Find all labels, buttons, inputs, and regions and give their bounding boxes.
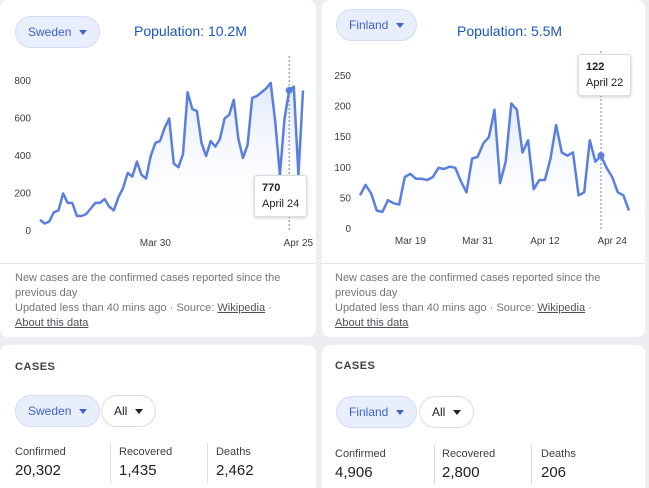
y-tick-label: 400 <box>14 151 31 162</box>
country-selector-sweden[interactable]: Sweden <box>15 395 101 427</box>
hover-point <box>285 86 293 94</box>
country-selector-label: Sweden <box>28 404 72 418</box>
y-tick-label: 0 <box>25 226 31 237</box>
update-info: Updated less than 40 mins ago · Source: … <box>335 302 592 314</box>
chevron-down-icon <box>79 408 88 414</box>
stat-value: 20,302 <box>15 462 61 479</box>
note-line-1: New cases are the confirmed cases report… <box>15 272 281 284</box>
chart-card-sweden: Sweden Population: 10.2M 0 200 400 600 800 Ma… <box>0 0 316 337</box>
stat-value: 2,462 <box>216 462 254 479</box>
stat-value: 1,435 <box>119 462 157 479</box>
source-label: Source: <box>496 302 535 314</box>
about-data-link[interactable]: About this data <box>15 317 89 329</box>
updated-text: Updated less than 40 mins ago <box>335 302 487 314</box>
population-label: Population: 10.2M <box>134 23 247 39</box>
y-tick-label: 200 <box>14 189 31 200</box>
chart-note: New cases are the confirmed cases report… <box>15 271 305 331</box>
x-tick-label: Apr 24 <box>597 236 627 247</box>
updated-text: Updated less than 40 mins ago <box>15 302 167 314</box>
chart-card-finland: Finland Population: 5.5M 0 50 100 150 200 250… <box>322 0 645 337</box>
new-cases-chart-finland[interactable]: 0 50 100 150 200 250 Mar 19 Mar 31 Apr 12 Apr 24 <box>322 0 645 260</box>
x-tick-label: Mar 30 <box>140 238 172 249</box>
tooltip-value: 770 <box>262 182 281 194</box>
series-line <box>39 81 305 225</box>
series-line <box>358 102 631 214</box>
series-area <box>40 82 303 232</box>
series-area <box>360 103 629 229</box>
cases-card-finland: CASES Finland All Confirmed 4,906 Recove… <box>322 345 645 488</box>
source-link[interactable]: Wikipedia <box>537 302 586 314</box>
chart-note: New cases are the confirmed cases report… <box>335 271 635 331</box>
y-tick-label: 200 <box>334 102 351 113</box>
y-tick-label: 0 <box>345 224 351 235</box>
x-tick-label: Mar 19 <box>395 236 427 247</box>
stat-label: Recovered <box>442 448 496 460</box>
hover-point <box>597 152 605 160</box>
y-tick-label: 100 <box>334 163 351 174</box>
stat-label: Confirmed <box>335 448 386 460</box>
y-tick-label: 250 <box>334 71 351 82</box>
chevron-down-icon <box>79 29 88 35</box>
source-label: Source: <box>176 302 215 314</box>
country-selector-label: Finland <box>349 18 389 32</box>
divider <box>531 445 532 485</box>
confirmed-stat: Confirmed 20,302 <box>15 446 66 479</box>
recovered-stat: Recovered 2,800 <box>442 448 495 481</box>
filter-dropdown[interactable]: All <box>419 396 475 428</box>
country-selector-finland[interactable]: Finland <box>336 9 418 41</box>
filter-label: All <box>432 405 446 419</box>
stat-value: 4,906 <box>335 464 373 481</box>
tooltip-date: April 24 <box>262 198 300 210</box>
note-line-1: New cases are the confirmed cases report… <box>335 272 601 284</box>
note-line-2: previous day <box>335 287 398 299</box>
cases-title: CASES <box>15 361 56 373</box>
y-tick-label: 50 <box>340 193 352 204</box>
chevron-down-icon <box>453 409 462 415</box>
stat-label: Confirmed <box>15 446 66 458</box>
divider <box>0 263 316 264</box>
chart-tooltip: 122 April 22 <box>578 54 632 96</box>
chart-tooltip: 770 April 24 <box>254 175 308 217</box>
stat-label: Recovered <box>119 446 173 458</box>
divider <box>207 443 208 483</box>
cases-card-sweden: CASES Sweden All Confirmed 20,302 Recove… <box>0 345 316 488</box>
y-tick-label: 800 <box>14 76 31 87</box>
confirmed-stat: Confirmed 4,906 <box>335 448 386 481</box>
divider <box>434 445 435 485</box>
y-tick-label: 150 <box>334 132 351 143</box>
country-selector-label: Finland <box>349 405 389 419</box>
deaths-stat: Deaths 2,462 <box>216 446 254 479</box>
stat-value: 206 <box>541 464 567 481</box>
deaths-stat: Deaths 206 <box>541 448 576 481</box>
new-cases-chart-sweden[interactable]: 0 200 400 600 800 Mar 30 Apr 25 <box>0 0 316 260</box>
stat-label: Deaths <box>216 446 251 458</box>
note-line-2: previous day <box>15 287 78 299</box>
filter-dropdown[interactable]: All <box>101 395 157 427</box>
update-info: Updated less than 40 mins ago · Source: … <box>15 302 272 314</box>
recovered-stat: Recovered 1,435 <box>119 446 172 479</box>
source-link[interactable]: Wikipedia <box>217 302 266 314</box>
divider <box>110 443 111 483</box>
y-tick-label: 600 <box>14 114 31 125</box>
stat-value: 2,800 <box>442 464 480 481</box>
x-tick-label: Mar 31 <box>462 236 494 247</box>
x-tick-label: Apr 25 <box>284 238 314 249</box>
country-selector-label: Sweden <box>28 25 72 39</box>
country-selector-sweden[interactable]: Sweden <box>15 16 101 48</box>
stat-label: Deaths <box>541 448 576 460</box>
population-label: Population: 5.5M <box>457 23 563 39</box>
tooltip-value: 122 <box>586 61 605 73</box>
country-selector-finland[interactable]: Finland <box>336 396 418 428</box>
chevron-down-icon <box>396 409 405 415</box>
chevron-down-icon <box>396 22 405 28</box>
about-data-link[interactable]: About this data <box>335 317 409 329</box>
tooltip-date: April 22 <box>586 77 624 89</box>
divider <box>322 263 645 264</box>
cases-title: CASES <box>335 360 376 372</box>
x-tick-label: Apr 12 <box>530 236 560 247</box>
filter-label: All <box>114 404 128 418</box>
chevron-down-icon <box>135 408 144 414</box>
